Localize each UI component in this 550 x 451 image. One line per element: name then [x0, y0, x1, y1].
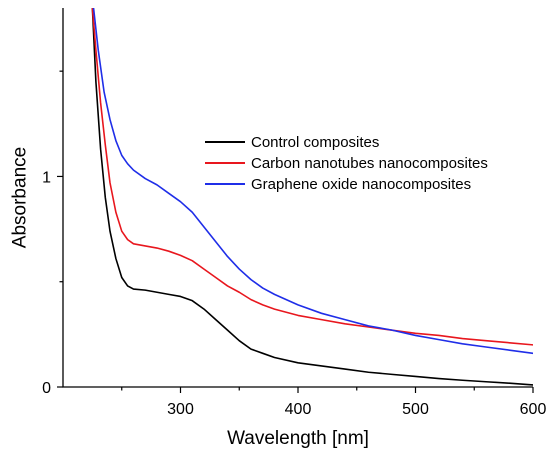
- y-tick-label: 0: [42, 380, 51, 397]
- x-axis-ticks: 300 400 500 600: [121, 387, 547, 418]
- legend: Control composites Carbon nanotubes nanoc…: [205, 134, 488, 193]
- x-axis-title: Wavelength [nm]: [227, 428, 369, 449]
- plot-area: 300 400 500 600 01: [42, 8, 546, 418]
- legend-label-3: Graphene oxide nanocomposites: [251, 176, 471, 193]
- y-axis-ticks: 01: [42, 70, 63, 397]
- y-axis-title: Absorbance: [10, 147, 31, 248]
- series-group: [91, 8, 533, 386]
- x-tick-label: 300: [167, 401, 194, 418]
- x-tick-label: 500: [402, 401, 429, 418]
- x-tick-label: 400: [285, 401, 312, 418]
- legend-label-2: Carbon nanotubes nanocomposites: [251, 155, 488, 172]
- series-line-3: [92, 8, 533, 355]
- axis-frame: [62, 8, 533, 388]
- series-line-1: [91, 8, 533, 386]
- y-tick-label: 1: [42, 169, 51, 186]
- legend-label-1: Control composites: [251, 134, 379, 151]
- x-tick-label: 600: [520, 401, 547, 418]
- series-line-2: [91, 8, 533, 346]
